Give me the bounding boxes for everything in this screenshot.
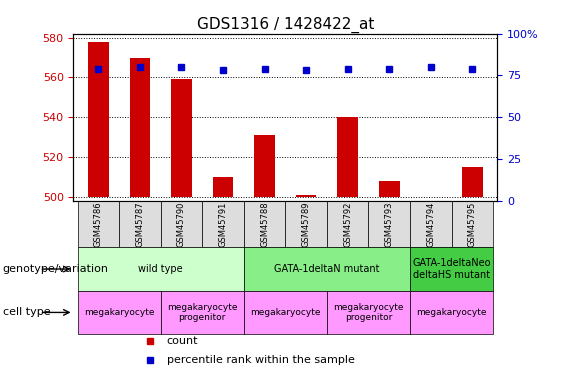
Bar bbox=[295, 195, 316, 196]
Text: GSM45795: GSM45795 bbox=[468, 201, 477, 247]
FancyBboxPatch shape bbox=[244, 291, 327, 334]
FancyBboxPatch shape bbox=[410, 291, 493, 334]
Text: GSM45788: GSM45788 bbox=[260, 201, 269, 247]
Text: megakaryocyte: megakaryocyte bbox=[84, 308, 154, 317]
Text: megakaryocyte
progenitor: megakaryocyte progenitor bbox=[167, 303, 237, 322]
Bar bbox=[88, 42, 108, 196]
Text: wild type: wild type bbox=[138, 264, 183, 274]
FancyBboxPatch shape bbox=[410, 201, 451, 248]
Bar bbox=[212, 177, 233, 197]
FancyBboxPatch shape bbox=[410, 248, 493, 291]
FancyBboxPatch shape bbox=[160, 201, 202, 248]
Text: megakaryocyte
progenitor: megakaryocyte progenitor bbox=[333, 303, 403, 322]
FancyBboxPatch shape bbox=[244, 201, 285, 248]
Text: megakaryocyte: megakaryocyte bbox=[250, 308, 320, 317]
FancyBboxPatch shape bbox=[77, 291, 160, 334]
FancyBboxPatch shape bbox=[327, 291, 410, 334]
Bar bbox=[254, 135, 275, 196]
Text: GSM45791: GSM45791 bbox=[219, 201, 228, 247]
FancyBboxPatch shape bbox=[202, 201, 244, 248]
Text: megakaryocyte: megakaryocyte bbox=[416, 308, 487, 317]
FancyBboxPatch shape bbox=[285, 201, 327, 248]
Text: genotype/variation: genotype/variation bbox=[3, 264, 109, 274]
Text: GSM45789: GSM45789 bbox=[302, 201, 311, 247]
FancyBboxPatch shape bbox=[77, 248, 244, 291]
FancyBboxPatch shape bbox=[244, 248, 410, 291]
FancyBboxPatch shape bbox=[119, 201, 160, 248]
FancyBboxPatch shape bbox=[327, 201, 368, 248]
Text: percentile rank within the sample: percentile rank within the sample bbox=[167, 355, 355, 365]
Text: GSM45787: GSM45787 bbox=[136, 201, 145, 247]
Text: GATA-1deltaNeo
deltaHS mutant: GATA-1deltaNeo deltaHS mutant bbox=[412, 258, 491, 280]
Bar bbox=[171, 80, 192, 196]
Text: GSM45790: GSM45790 bbox=[177, 201, 186, 247]
FancyBboxPatch shape bbox=[160, 291, 244, 334]
Bar bbox=[379, 181, 399, 196]
Text: GDS1316 / 1428422_at: GDS1316 / 1428422_at bbox=[197, 17, 374, 33]
Bar bbox=[337, 117, 358, 196]
Text: GSM45786: GSM45786 bbox=[94, 201, 103, 247]
Text: count: count bbox=[167, 336, 198, 346]
Text: GSM45792: GSM45792 bbox=[343, 201, 352, 247]
Text: GSM45794: GSM45794 bbox=[426, 201, 435, 247]
Bar bbox=[462, 167, 483, 196]
Text: GSM45793: GSM45793 bbox=[385, 201, 394, 247]
FancyBboxPatch shape bbox=[451, 201, 493, 248]
Text: cell type: cell type bbox=[3, 308, 50, 317]
Text: GATA-1deltaN mutant: GATA-1deltaN mutant bbox=[274, 264, 380, 274]
Bar bbox=[129, 58, 150, 196]
FancyBboxPatch shape bbox=[368, 201, 410, 248]
FancyBboxPatch shape bbox=[77, 201, 119, 248]
